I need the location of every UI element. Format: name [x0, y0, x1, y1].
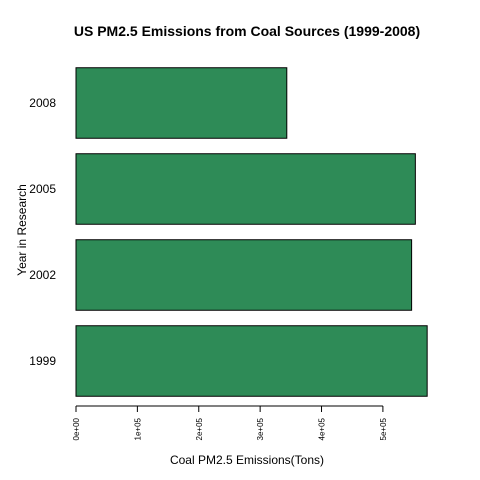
y-tick-label-2005: 2005 [29, 182, 56, 196]
x-tick-label: 4e+05 [318, 417, 327, 440]
y-tick-label-1999: 1999 [29, 354, 56, 368]
x-tick-label: 0e+00 [72, 417, 81, 440]
y-tick-labels: 1999 2002 2005 2008 [29, 96, 56, 368]
bar-1999 [75, 325, 428, 397]
x-axis: 0e+00 1e+05 2e+05 3e+05 4e+05 5e+05 [72, 405, 388, 440]
x-tick-label: 5e+05 [379, 417, 388, 440]
y-axis-label: Year in Research [15, 184, 29, 276]
x-tick-label: 2e+05 [195, 417, 204, 440]
y-tick-label-2008: 2008 [29, 96, 56, 110]
bar-2002 [75, 239, 413, 311]
x-axis-label: Coal PM2.5 Emissions(Tons) [170, 453, 324, 467]
x-tick-label: 1e+05 [133, 417, 142, 440]
chart-title: US PM2.5 Emissions from Coal Sources (19… [74, 23, 420, 39]
bars [75, 67, 428, 397]
y-tick-label-2002: 2002 [29, 268, 56, 282]
x-tick-label: 3e+05 [256, 417, 265, 440]
bar-2005 [75, 153, 416, 225]
bar-2008 [75, 67, 288, 139]
